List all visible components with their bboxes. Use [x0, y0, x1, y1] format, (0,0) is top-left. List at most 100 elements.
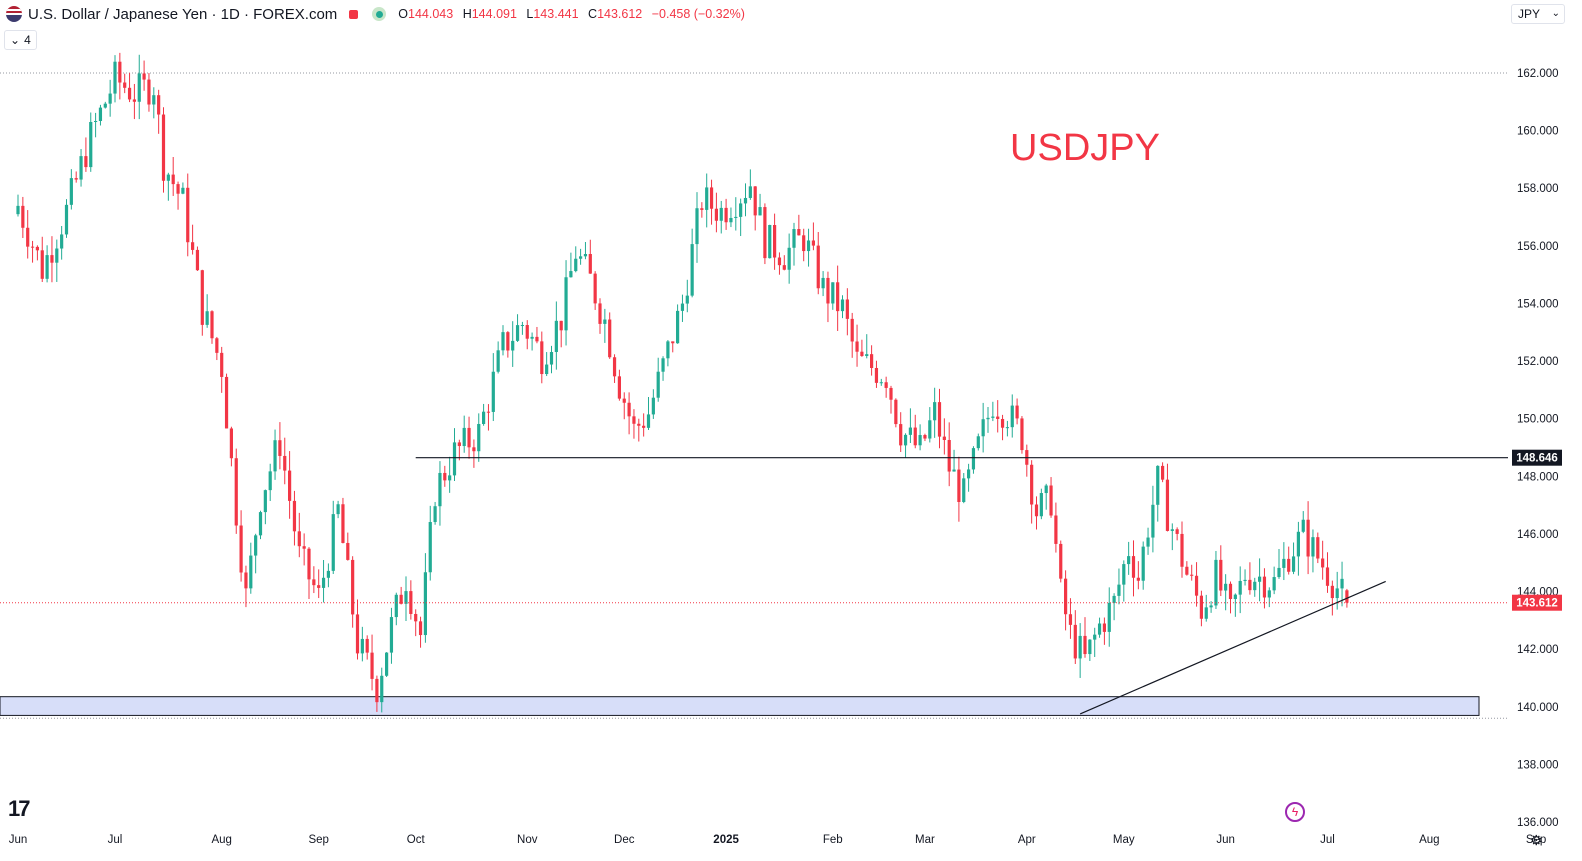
candle [307, 547, 311, 599]
candle [103, 101, 107, 109]
y-tick-label: 158.000 [1517, 183, 1559, 195]
candle [1010, 394, 1014, 438]
candle [923, 433, 927, 442]
candle [1311, 529, 1315, 573]
candle [1122, 560, 1126, 602]
candle [685, 279, 689, 313]
candle [244, 565, 248, 608]
indicator-count: 4 [24, 33, 31, 47]
x-tick-label: Aug [211, 834, 231, 846]
flash-icon[interactable]: ϟ [1285, 802, 1305, 822]
candle [709, 179, 714, 225]
candle [166, 172, 170, 201]
candle [899, 412, 903, 453]
close-key: C [588, 7, 598, 21]
candle [739, 198, 743, 237]
candle [811, 222, 815, 251]
candle [1083, 617, 1087, 658]
x-tick-label: Jul [1320, 834, 1335, 846]
candle [831, 282, 835, 310]
candle [98, 104, 103, 126]
candle [414, 609, 418, 637]
candle [157, 89, 161, 134]
ohlc-values: O144.043 H144.091 L143.441 C143.612 −0.4… [398, 7, 751, 21]
indicators-toggle-button[interactable]: ⌄ 4 [4, 30, 37, 50]
candle [147, 73, 151, 112]
candle [962, 473, 966, 504]
candle [1262, 568, 1267, 609]
candle [1000, 414, 1005, 441]
candle [1291, 542, 1296, 575]
symbol-title[interactable]: U.S. Dollar / Japanese Yen · 1D · FOREX.… [28, 5, 338, 23]
candle [1049, 477, 1053, 518]
open-key: O [398, 7, 409, 21]
candle [952, 449, 956, 472]
candle [680, 294, 685, 322]
candle [1005, 420, 1009, 437]
candle [1141, 541, 1145, 590]
candle [1325, 552, 1330, 593]
candle [705, 173, 709, 228]
live-dot-icon [372, 7, 387, 21]
x-tick-label: Jun [1216, 834, 1235, 846]
price-axis[interactable]: 162.000 160.000 158.000 156.000 154.000 152.0… [1512, 68, 1562, 829]
candle [598, 298, 602, 334]
candle [477, 413, 481, 462]
candle [142, 60, 146, 91]
candle [263, 489, 267, 525]
trendline[interactable] [1079, 580, 1386, 715]
candle [1209, 601, 1213, 613]
candle [753, 186, 757, 231]
y-tick-label: 138.000 [1517, 759, 1559, 771]
candle [94, 112, 98, 138]
candle [525, 320, 529, 350]
candle [700, 202, 704, 218]
market-status-icon [349, 9, 359, 19]
candle [1025, 444, 1029, 477]
candle [186, 173, 190, 257]
candle [840, 295, 845, 319]
candle [224, 373, 229, 429]
candle [879, 378, 883, 386]
candle [152, 87, 156, 119]
low-value: 143.441 [533, 7, 579, 21]
candle [763, 203, 767, 265]
candle [554, 301, 558, 370]
high-key: H [462, 7, 472, 21]
candle [1088, 639, 1092, 661]
candle [947, 422, 951, 487]
candle [1238, 566, 1242, 614]
candle [108, 79, 112, 117]
candle [336, 500, 340, 519]
tradingview-logo-icon[interactable]: 17 [8, 796, 31, 821]
candle [515, 314, 520, 342]
currency-select[interactable]: JPY ⌄ [1511, 4, 1565, 24]
support-zone-rect[interactable] [0, 696, 1480, 716]
time-axis[interactable]: Jun Jul Aug Sep Oct Nov Dec 2025 Feb Mar Apr May Jun… [9, 834, 1547, 846]
x-tick-label: Jul [108, 834, 123, 846]
candle [661, 356, 665, 381]
candle [491, 353, 495, 422]
candle [137, 54, 141, 120]
candle [1161, 462, 1165, 483]
candle [370, 634, 374, 691]
candle [1054, 502, 1058, 553]
y-tick-label: 162.000 [1517, 68, 1559, 80]
candle [26, 210, 30, 259]
candle [1243, 569, 1247, 586]
candle [971, 446, 976, 474]
candle [35, 245, 39, 261]
candle [612, 354, 617, 383]
candle [865, 334, 869, 359]
candle [220, 346, 224, 393]
candle [540, 331, 544, 384]
candle [894, 398, 898, 428]
candle [482, 403, 486, 426]
candle [1117, 568, 1121, 605]
gear-icon[interactable]: ⚙ [1530, 832, 1543, 848]
candle [200, 269, 204, 336]
candle [724, 198, 728, 230]
candle [593, 271, 597, 310]
candle [1097, 617, 1102, 638]
